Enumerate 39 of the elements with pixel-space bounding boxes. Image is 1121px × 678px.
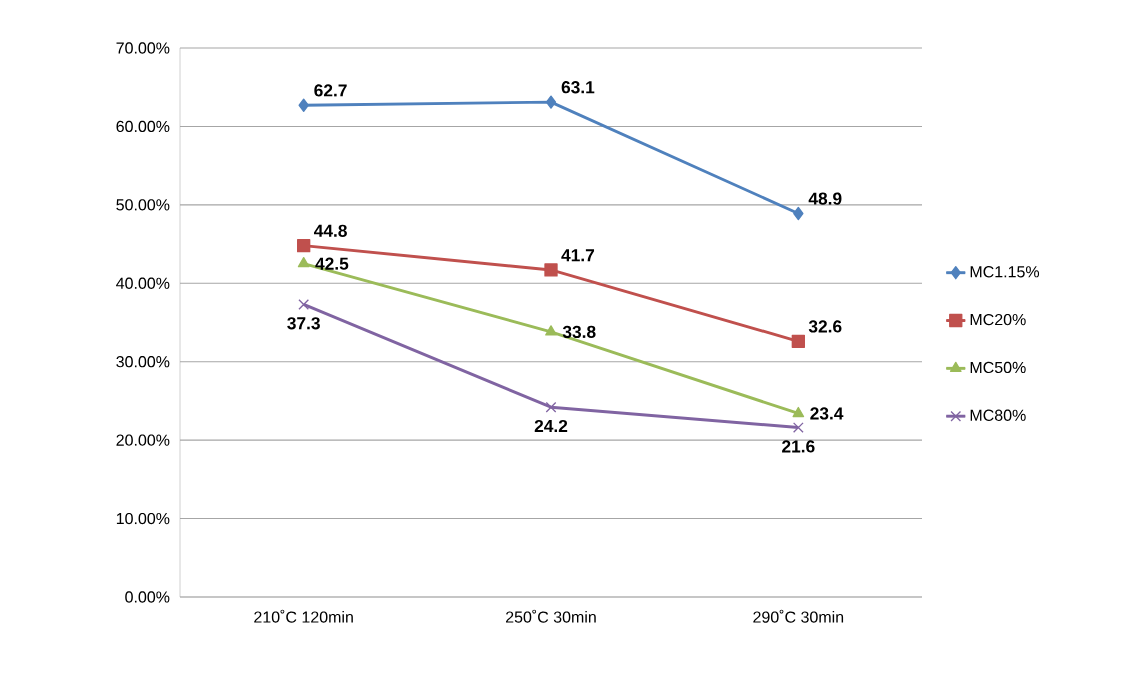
- legend-label: MC20%: [970, 313, 1026, 326]
- data-label: 42.5: [315, 257, 349, 270]
- y-tick-label: 10.00%: [116, 512, 170, 525]
- data-label: 33.8: [562, 325, 596, 339]
- data-label: 23.4: [810, 407, 844, 420]
- legend-label: MC1.15%: [970, 266, 1040, 278]
- data-label: 44.8: [313, 224, 347, 237]
- point: [297, 238, 311, 253]
- point: [544, 263, 558, 277]
- point: [545, 401, 557, 413]
- x-tick-label: 250˚C 30min: [506, 609, 596, 623]
- data-label: 63.1: [561, 81, 595, 94]
- legend-label: MC50%: [970, 361, 1026, 374]
- legend-label: MC80%: [970, 409, 1026, 421]
- x-tick-label: 290˚C 30min: [753, 609, 844, 623]
- y-tick-label: 70.00%: [116, 42, 170, 54]
- point: [792, 406, 805, 418]
- point: [792, 422, 804, 433]
- data-label: 21.6: [782, 440, 815, 453]
- y-tick-label: 30.00%: [116, 356, 170, 368]
- data-label: 48.9: [808, 192, 842, 205]
- data-label: 41.7: [561, 249, 595, 262]
- y-tick-label: 50.00%: [116, 199, 170, 211]
- point: [545, 325, 557, 336]
- point: [298, 98, 309, 112]
- y-tick-label: 40.00%: [116, 277, 170, 289]
- data-label: 24.2: [534, 419, 568, 433]
- point: [297, 257, 310, 268]
- x-tick-label: 210˚C 120min: [254, 609, 353, 623]
- y-tick-label: 0.00%: [125, 591, 170, 603]
- y-tick-label: 60.00%: [116, 120, 170, 133]
- point: [545, 95, 557, 109]
- y-tick-label: 20.00%: [116, 434, 170, 446]
- point: [791, 334, 806, 348]
- point: [298, 299, 310, 310]
- data-label: 62.7: [314, 84, 347, 97]
- data-label: 37.3: [287, 317, 320, 330]
- point: [793, 206, 804, 221]
- data-label: 32.6: [808, 320, 842, 333]
